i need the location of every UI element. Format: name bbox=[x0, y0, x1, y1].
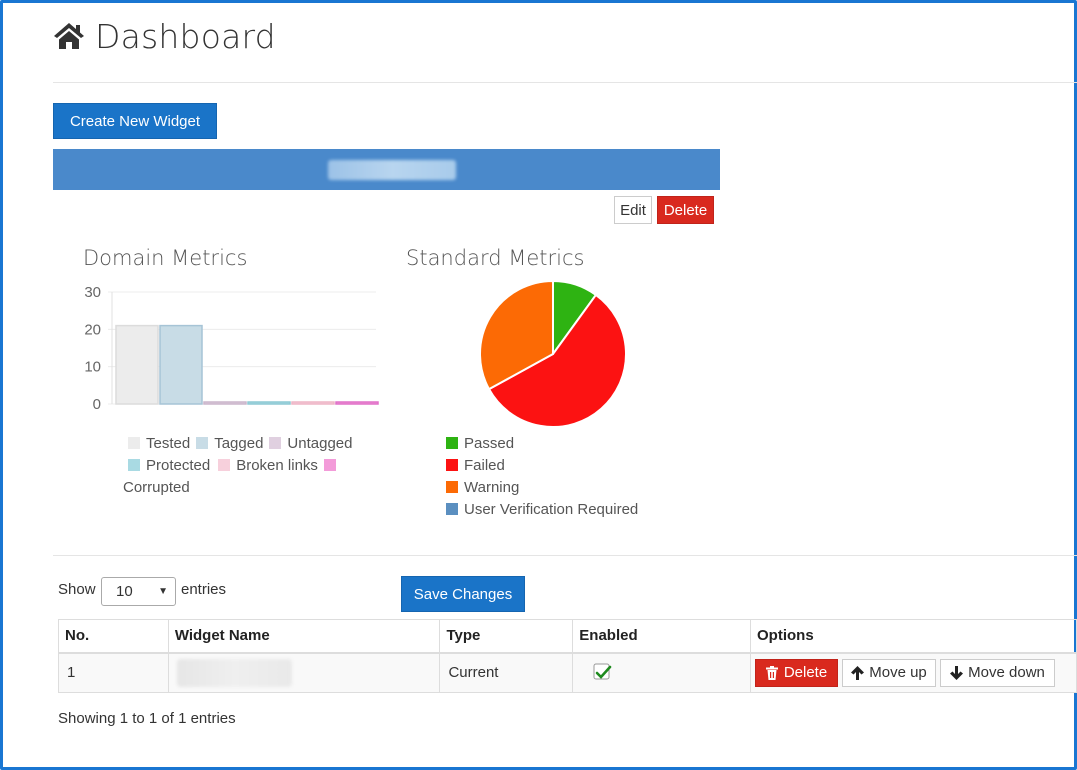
legend-label-tagged: Tagged bbox=[214, 434, 264, 452]
entries-select[interactable]: 10 ▼ bbox=[101, 577, 176, 606]
legend-swatch-tagged bbox=[196, 437, 209, 449]
move-up-label: Move up bbox=[869, 664, 927, 682]
move-down-button[interactable]: Move down bbox=[940, 658, 1056, 687]
show-label: Show bbox=[58, 581, 96, 598]
domain-metrics-chart: 0 10 20 30 bbox=[84, 284, 379, 413]
pie-legend-warning: Warning bbox=[464, 478, 520, 496]
header-divider bbox=[53, 82, 1077, 83]
enabled-checkbox[interactable] bbox=[593, 663, 613, 683]
bar-untagged bbox=[203, 401, 247, 405]
standard-metrics-title: Standard Metrics bbox=[406, 246, 585, 270]
y-tick-label-3: 30 bbox=[84, 284, 101, 301]
pie-legend-swatch-user-verification bbox=[446, 503, 458, 515]
arrow-up-icon bbox=[851, 665, 865, 680]
standard-metrics-legend: Passed Failed Warning User Verification … bbox=[446, 432, 638, 520]
cell-type: Current bbox=[439, 652, 574, 693]
y-tick-label-1: 10 bbox=[84, 359, 101, 376]
column-header-type[interactable]: Type bbox=[439, 619, 574, 654]
pie-legend-swatch-passed bbox=[446, 437, 458, 449]
domain-metrics-title: Domain Metrics bbox=[83, 246, 248, 270]
column-header-options[interactable]: Options bbox=[750, 619, 1077, 654]
pie-legend-failed: Failed bbox=[464, 456, 505, 474]
trash-icon bbox=[765, 665, 778, 680]
y-tick-label-2: 20 bbox=[84, 321, 101, 338]
row-delete-label: Delete bbox=[783, 664, 828, 682]
cell-no: 1 bbox=[58, 652, 169, 693]
y-tick-label-0: 0 bbox=[93, 396, 101, 413]
pie-legend-passed: Passed bbox=[464, 434, 515, 452]
standard-metrics-pie bbox=[479, 279, 627, 428]
table-header-row: No. Widget Name Type Enabled Options bbox=[58, 619, 1077, 654]
chevron-down-icon: ▼ bbox=[158, 586, 168, 597]
pie-slice-failed bbox=[487, 293, 627, 428]
home-icon bbox=[54, 23, 84, 49]
arrow-down-icon bbox=[950, 665, 964, 680]
table-row: 1 Current bbox=[58, 652, 1077, 693]
column-header-no[interactable]: No. bbox=[58, 619, 169, 654]
page-title-text: Dashboard bbox=[95, 16, 276, 56]
save-changes-button[interactable]: Save Changes bbox=[401, 576, 525, 612]
pie-legend-user-verification: User Verification Required bbox=[464, 500, 639, 518]
bar-corrupted bbox=[335, 401, 379, 405]
domain-metrics-legend: Tested Tagged Untagged Protected Broken … bbox=[123, 432, 383, 498]
pie-legend-swatch-warning bbox=[446, 481, 458, 493]
legend-swatch-untagged bbox=[269, 437, 282, 449]
move-down-label: Move down bbox=[968, 664, 1045, 682]
cell-widget-name bbox=[167, 652, 441, 693]
bar-protected bbox=[247, 401, 291, 405]
widgets-table: No. Widget Name Type Enabled Options 1 C… bbox=[58, 619, 1077, 693]
legend-label-protected: Protected bbox=[146, 456, 211, 474]
legend-swatch-broken-links bbox=[218, 459, 231, 471]
cell-enabled bbox=[572, 652, 752, 693]
edit-widget-button[interactable]: Edit bbox=[614, 196, 652, 224]
bar-broken-links bbox=[291, 401, 335, 405]
widget-title-redacted bbox=[328, 160, 456, 180]
legend-swatch-protected bbox=[128, 459, 140, 471]
page-title: Dashboard bbox=[53, 14, 276, 58]
cell-options: Delete Move up Move down bbox=[750, 652, 1077, 693]
column-header-enabled[interactable]: Enabled bbox=[572, 619, 752, 654]
section-divider bbox=[53, 555, 1077, 556]
table-info: Showing 1 to 1 of 1 entries bbox=[58, 710, 236, 727]
widget-name-redacted bbox=[176, 658, 292, 687]
row-delete-button[interactable]: Delete bbox=[755, 658, 839, 687]
move-up-button[interactable]: Move up bbox=[842, 658, 937, 687]
entries-select-value: 10 bbox=[116, 583, 133, 600]
pie-slice-warning bbox=[479, 279, 554, 391]
widget-header-bar[interactable] bbox=[53, 149, 720, 190]
legend-label-broken-links: Broken links bbox=[236, 456, 318, 474]
delete-widget-button[interactable]: Delete bbox=[657, 196, 714, 224]
legend-swatch-tested bbox=[128, 437, 140, 449]
create-widget-button[interactable]: Create New Widget bbox=[53, 103, 217, 139]
legend-label-corrupted: Corrupted bbox=[123, 478, 190, 496]
pie-legend-swatch-failed bbox=[446, 459, 458, 471]
legend-label-tested: Tested bbox=[146, 434, 191, 452]
column-header-widget-name[interactable]: Widget Name bbox=[167, 619, 441, 654]
entries-label: entries bbox=[181, 581, 227, 598]
legend-swatch-corrupted bbox=[323, 459, 336, 471]
bar-tagged bbox=[159, 324, 203, 405]
legend-label-untagged: Untagged bbox=[287, 434, 353, 452]
bar-tested bbox=[115, 324, 159, 405]
